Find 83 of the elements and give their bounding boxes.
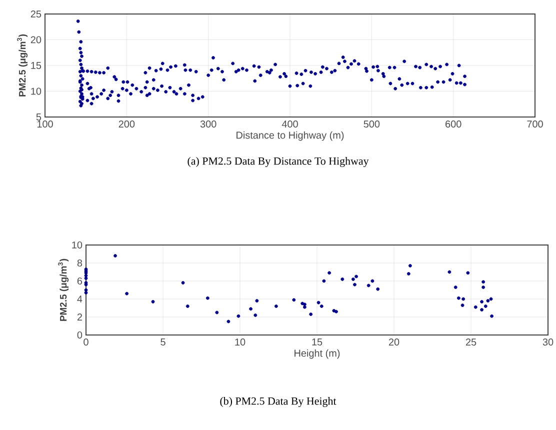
text: (a) PM2.5 Data By Distance To Highway [188, 157, 369, 167]
y-tick-label: 10 [31, 88, 42, 95]
y-tick-label: 5 [36, 114, 42, 120]
point [408, 264, 412, 268]
point [489, 297, 493, 301]
x-tick-label: 100 [37, 120, 53, 128]
point [406, 272, 410, 276]
point [114, 254, 117, 258]
point [226, 320, 230, 324]
x-tick-label: 600 [446, 120, 462, 128]
point [206, 296, 210, 300]
y-axis-title: PM2.5 (μg/m$^{3}$) [17, 34, 28, 96]
point [454, 286, 458, 289]
x-tick-label: 15 [312, 338, 322, 346]
point [366, 284, 370, 288]
x-tick-label: 200 [118, 120, 135, 128]
point [328, 271, 332, 275]
x-axis-title: Distance to Highway (m) [236, 131, 344, 141]
point [484, 304, 488, 308]
point [300, 302, 304, 306]
point [482, 280, 486, 284]
point [236, 314, 240, 318]
point [125, 292, 129, 296]
point [320, 304, 324, 308]
y-tick-label: 2 [77, 314, 82, 320]
point [151, 300, 155, 304]
point [466, 271, 470, 275]
point [370, 279, 374, 283]
y-tick-label: 25 [30, 10, 42, 18]
point [302, 305, 306, 309]
point [482, 286, 486, 289]
y-tick-label: 4 [77, 296, 82, 302]
point [474, 305, 478, 309]
point [332, 309, 336, 312]
x-tick-label: 400 [282, 120, 298, 128]
point [84, 276, 88, 280]
point [460, 304, 464, 307]
point [480, 300, 484, 304]
point [448, 270, 452, 274]
point [340, 278, 344, 281]
x-tick-label: 700 [527, 120, 543, 128]
point [486, 299, 490, 302]
point [274, 304, 278, 308]
point [84, 288, 88, 292]
point [456, 296, 460, 300]
y-tick-label: 6 [77, 277, 82, 285]
point [376, 287, 380, 291]
y-tick-label: 0 [77, 331, 82, 339]
x-tick-label: 0 [84, 338, 88, 346]
x-tick-label: 300 [200, 120, 216, 128]
y-tick-label: 20 [30, 36, 42, 44]
point [215, 310, 219, 314]
point [302, 302, 306, 306]
y-tick-label: 15 [31, 62, 42, 69]
text: (b) PM2.5 Data By Height [220, 397, 336, 407]
y-axis-title: PM2.5 (μg/m$^{3}$) [58, 258, 69, 321]
x-axis-title: Height (m) [294, 349, 340, 359]
point [334, 310, 338, 314]
point [84, 291, 88, 294]
point [292, 298, 296, 302]
point [186, 304, 190, 308]
point [322, 279, 326, 283]
point [351, 278, 355, 281]
y-tick-label: 8 [77, 259, 82, 267]
x-tick-label: 500 [364, 120, 380, 128]
point [353, 282, 356, 286]
x-tick-label: 30 [542, 338, 554, 346]
point [181, 281, 185, 284]
x-tick-label: 5 [160, 338, 166, 346]
x-tick-label: 10 [235, 338, 246, 346]
point [490, 314, 494, 318]
point [316, 300, 320, 304]
point [255, 299, 259, 302]
point [84, 274, 88, 278]
y-tick-label: 10 [72, 241, 82, 249]
point [480, 308, 484, 312]
point [354, 274, 358, 278]
point [254, 314, 258, 317]
x-tick-label: 25 [466, 338, 476, 346]
point [309, 312, 313, 316]
point [462, 297, 466, 301]
point [249, 307, 252, 311]
x-tick-label: 20 [388, 338, 400, 346]
